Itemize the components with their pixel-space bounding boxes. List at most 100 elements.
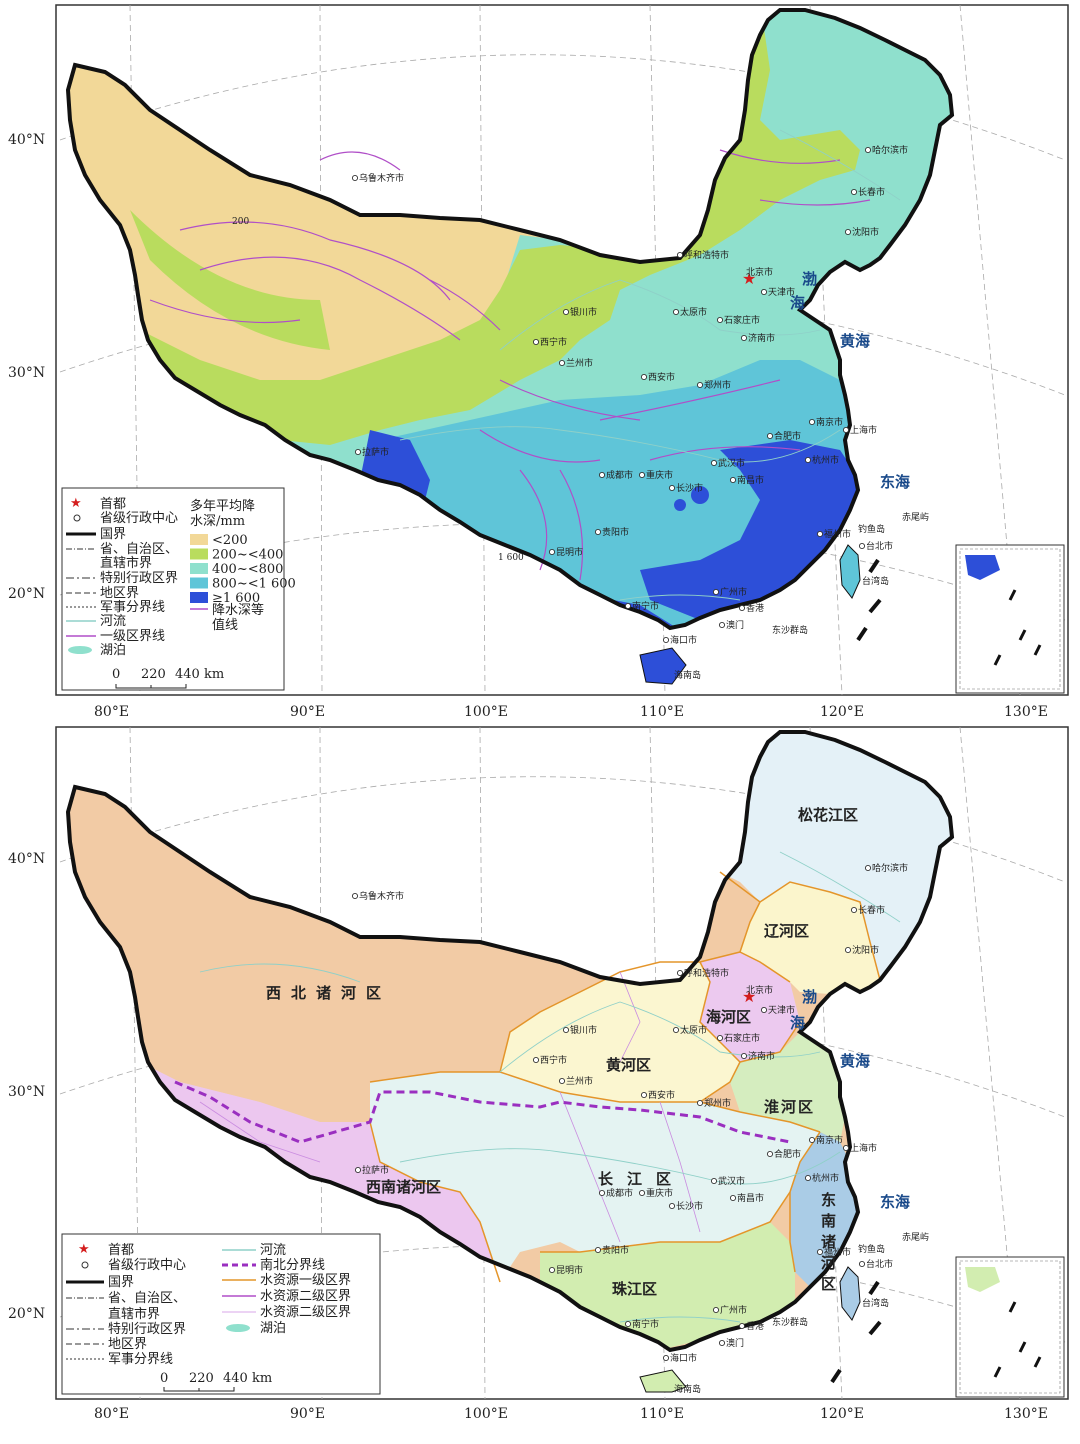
top-x-axis-label: 100°E — [464, 704, 508, 720]
city-marker-icon — [850, 906, 858, 914]
top-capital-star: ★ — [742, 269, 756, 288]
top-sea-bo: 渤 — [802, 270, 817, 288]
city-label: 西宁市 — [540, 336, 567, 348]
scale-tick: 220 — [141, 667, 166, 682]
city-label: 石家庄市 — [724, 1032, 760, 1044]
top-sea-yellow: 黄海 — [840, 332, 870, 350]
bottom-label-taiwan: 台湾岛 — [862, 1297, 889, 1309]
city-label: 呼和浩特市 — [684, 249, 729, 261]
city-label: 天津市 — [768, 1004, 795, 1016]
top-x-axis-label: 80°E — [94, 704, 129, 720]
city-label: 福州市 — [824, 528, 851, 540]
city-marker-icon — [712, 1306, 720, 1314]
city-label: 合肥市 — [774, 1148, 801, 1160]
region-label-yellow: 黄河区 — [606, 1056, 651, 1074]
city-marker-icon — [696, 1099, 704, 1107]
scale-tick: 0 — [160, 1371, 168, 1386]
city-label: 乌鲁木齐市 — [359, 890, 404, 902]
city-label: 合肥市 — [774, 430, 801, 442]
city-marker-icon — [864, 146, 872, 154]
city-label: 南宁市 — [632, 600, 659, 612]
city-marker-icon — [718, 621, 726, 629]
legend-item: 湖泊 — [100, 643, 126, 658]
city-marker-icon — [804, 1174, 812, 1182]
bottom-sea-east: 东海 — [880, 1193, 910, 1211]
city-marker-icon — [548, 548, 556, 556]
bottom-label-hainan: 海南岛 — [674, 1383, 701, 1395]
city-label: 兰州市 — [566, 357, 593, 369]
bottom-x-axis-label: 90°E — [290, 1406, 325, 1422]
city-marker-icon — [766, 1150, 774, 1158]
city-label: 贵阳市 — [602, 1244, 629, 1256]
top-contour-label: 200 — [232, 217, 249, 227]
legend-item: 河流 — [100, 614, 126, 629]
city-label: 太原市 — [680, 306, 707, 318]
top-city-layer: 乌鲁木齐市哈尔滨市长春市沈阳市呼和浩特市北京市天津市石家庄市太原市银川市济南市西… — [351, 144, 908, 646]
city-label: 杭州市 — [812, 1172, 839, 1184]
top-label-diaoyu: 钓鱼岛 — [858, 523, 885, 535]
city-marker-icon — [676, 969, 684, 977]
bottom-x-axis-label: 120°E — [820, 1406, 864, 1422]
legend-capital-star: ★ — [70, 496, 82, 511]
precipitation-isolines — [149, 149, 871, 581]
city-marker-icon — [354, 1166, 362, 1174]
city-marker-icon — [738, 1322, 746, 1330]
top-legend: ★ 首都 省级行政中心 国界 省、自治区、 直辖市界 特别行政区界 地区界 军事… — [61, 487, 296, 691]
city-marker-icon — [804, 456, 812, 464]
city-marker-icon — [766, 432, 774, 440]
city-label: 西安市 — [648, 371, 675, 383]
legend-item: 直辖市界 — [108, 1306, 160, 1322]
top-sea-east: 东海 — [880, 473, 910, 491]
city-marker-icon — [710, 1177, 718, 1185]
region-huai-river — [730, 1032, 845, 1142]
city-label: 成都市 — [606, 1187, 633, 1199]
city-marker-icon — [354, 448, 362, 456]
legend-item: 特别行政区界 — [100, 571, 178, 586]
region-hai-river — [700, 952, 800, 1062]
hainan-island-bottom — [639, 1369, 687, 1393]
legend-class-label: 800~<1 600 — [212, 577, 296, 592]
city-label: 重庆市 — [646, 469, 673, 481]
city-marker-icon — [532, 338, 540, 346]
scale-tick: 220 — [189, 1371, 214, 1386]
bottom-rivers — [199, 851, 901, 1323]
legend-title: 多年平均降 — [190, 498, 255, 514]
city-marker-icon — [864, 864, 872, 872]
city-marker-icon — [816, 1248, 824, 1256]
city-marker-icon — [624, 602, 632, 610]
legend-item: 河流 — [260, 1243, 286, 1258]
city-marker-icon — [662, 636, 670, 644]
city-label: 南昌市 — [737, 1192, 764, 1204]
city-marker-icon — [696, 381, 704, 389]
legend-class-swatch — [190, 592, 208, 603]
bottom-city-layer: 乌鲁木齐市哈尔滨市长春市沈阳市呼和浩特市北京市天津市石家庄市太原市银川市济南市西… — [351, 862, 908, 1364]
city-label: 昆明市 — [556, 546, 583, 558]
city-label: 哈尔滨市 — [872, 144, 908, 156]
top-rivers — [399, 129, 901, 601]
bottom-y-axis-label: 20°N — [8, 1306, 45, 1322]
legend-item: 地区界 — [108, 1337, 147, 1352]
top-sea-hai: 海 — [790, 294, 805, 312]
city-label: 北京市 — [746, 266, 773, 278]
bottom-sea-yellow: 黄海 — [840, 1052, 870, 1070]
city-label: 长沙市 — [676, 1200, 703, 1212]
top-x-axis-label: 130°E — [1004, 704, 1048, 720]
bottom-sea-bo: 渤 — [802, 988, 817, 1006]
city-marker-icon — [640, 1091, 648, 1099]
top-scale-bar: 0 220 440 km — [112, 667, 224, 689]
city-marker-icon — [710, 459, 718, 467]
legend-class-swatch — [190, 534, 208, 545]
city-marker-icon — [668, 484, 676, 492]
city-marker-icon — [351, 892, 359, 900]
city-label: 南京市 — [816, 416, 843, 428]
north-south-divide — [174, 1080, 791, 1144]
legend-lake-icon — [226, 1324, 250, 1332]
top-inset-map — [955, 544, 1065, 694]
city-marker-icon — [740, 1052, 748, 1060]
legend-item: 地区界 — [100, 586, 139, 601]
city-label: 拉萨市 — [362, 446, 389, 458]
city-marker-icon — [351, 174, 359, 182]
legend-province-center-icon — [73, 514, 81, 522]
